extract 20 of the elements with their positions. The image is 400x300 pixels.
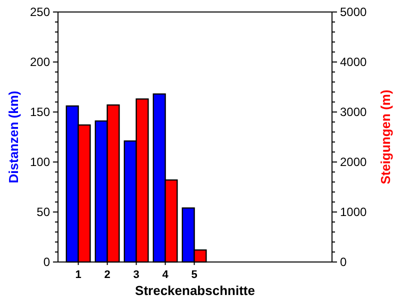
x-tick-label: 5	[191, 269, 198, 281]
y-tick-label: 100	[30, 155, 50, 170]
y-tick-label: 50	[36, 205, 50, 220]
y2-tick-label: 1000	[340, 205, 368, 220]
y2-tick-label: 5000	[340, 5, 368, 20]
y-tick-label: 150	[30, 105, 50, 120]
y2-tick-label: 0	[340, 255, 347, 270]
y2-tick-label: 2000	[340, 155, 368, 170]
x-tick-label: 4	[162, 269, 170, 281]
y2-tick-label: 3000	[340, 105, 368, 120]
x-tick-label: 1	[75, 269, 82, 281]
x-tick-label: 2	[104, 269, 110, 281]
y-tick-label: 250	[30, 5, 50, 20]
y-tick-label: 0	[43, 255, 50, 270]
y-tick-label: 200	[30, 55, 50, 70]
y-axis-title: Distanzen (km)	[6, 90, 21, 184]
y2-axis-title: Steigungen (m)	[378, 90, 393, 184]
x-tick-label: 3	[133, 269, 140, 281]
x-axis-title: Streckenabschnitte	[135, 283, 255, 298]
y2-tick-label: 4000	[340, 55, 368, 70]
